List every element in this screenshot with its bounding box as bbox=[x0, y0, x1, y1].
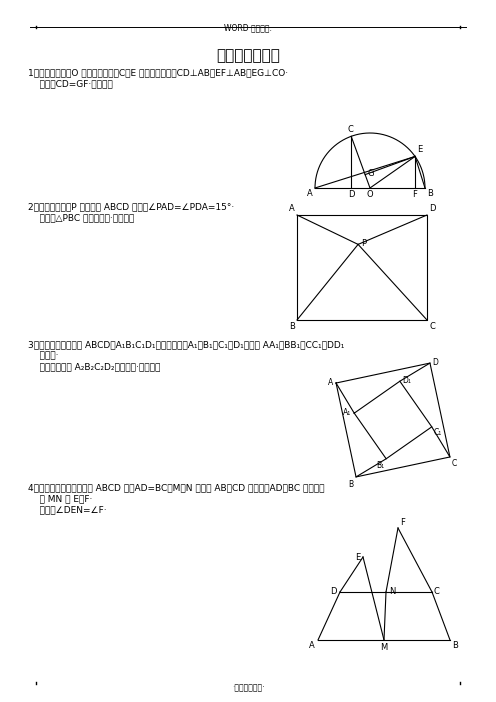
Text: P: P bbox=[361, 239, 366, 248]
Text: 4、已知：如图，在四边形 ABCD 中，AD=BC，M、N 分别是 AB、CD 的中点，AD、BC 的延长线: 4、已知：如图，在四边形 ABCD 中，AD=BC，M、N 分别是 AB、CD … bbox=[28, 483, 324, 492]
Text: O: O bbox=[367, 190, 373, 199]
Text: 求证：四边形 A₂B₂C₂D₂是正方形·（初二）: 求证：四边形 A₂B₂C₂D₂是正方形·（初二） bbox=[28, 362, 160, 371]
Text: 的中点·: 的中点· bbox=[28, 351, 59, 360]
Text: A: A bbox=[309, 641, 315, 650]
Text: A₁: A₁ bbox=[343, 408, 351, 417]
Text: 3、如图，已知四边形 ABCD、A₁B₁C₁D₁都是正方形，A₁、B₁、C₁、D₁分别是 AA₁、BB₁、CC₁、DD₁: 3、如图，已知四边形 ABCD、A₁B₁C₁D₁都是正方形，A₁、B₁、C₁、D… bbox=[28, 340, 344, 349]
Text: B₁: B₁ bbox=[376, 461, 384, 470]
Text: C: C bbox=[452, 459, 457, 468]
Text: A: A bbox=[289, 204, 295, 213]
Text: 求证：△PBC 是正三角形·（初二）: 求证：△PBC 是正三角形·（初二） bbox=[28, 213, 134, 222]
Text: C₁: C₁ bbox=[434, 428, 442, 437]
Text: D₁: D₁ bbox=[402, 376, 411, 385]
Text: G: G bbox=[367, 169, 373, 178]
Text: C: C bbox=[434, 588, 440, 597]
Text: D: D bbox=[330, 588, 337, 597]
Text: A: A bbox=[307, 189, 313, 198]
Text: D: D bbox=[429, 204, 435, 213]
Text: D: D bbox=[348, 190, 355, 199]
Text: 经典难题（一）: 经典难题（一） bbox=[216, 48, 280, 63]
Text: B: B bbox=[289, 322, 295, 331]
Text: 求证：CD=GF·（初二）: 求证：CD=GF·（初二） bbox=[28, 79, 113, 88]
Text: M: M bbox=[380, 643, 388, 652]
Text: 求证：∠DEN=∠F·: 求证：∠DEN=∠F· bbox=[28, 505, 107, 514]
Text: C: C bbox=[429, 322, 435, 331]
Text: F: F bbox=[400, 518, 405, 527]
Text: E: E bbox=[355, 552, 360, 562]
Text: A: A bbox=[328, 378, 333, 387]
Text: 2、已知：如图，P 是正方形 ABCD 内点，∠PAD=∠PDA=15°·: 2、已知：如图，P 是正方形 ABCD 内点，∠PAD=∠PDA=15°· bbox=[28, 202, 234, 211]
Text: N: N bbox=[389, 588, 395, 597]
Text: WORD 格式整理.: WORD 格式整理. bbox=[224, 23, 272, 32]
Text: B: B bbox=[427, 189, 433, 198]
Text: ·专业知识分享·: ·专业知识分享· bbox=[232, 683, 264, 692]
Text: E: E bbox=[417, 145, 422, 154]
Text: 1、已知：如图，O 是半圆的圆心，C、E 是圆上的两点，CD⊥AB，EF⊥AB，EG⊥CO·: 1、已知：如图，O 是半圆的圆心，C、E 是圆上的两点，CD⊥AB，EF⊥AB，… bbox=[28, 68, 288, 77]
Text: B: B bbox=[452, 641, 458, 650]
Text: D: D bbox=[432, 357, 438, 366]
Text: C: C bbox=[347, 126, 353, 134]
Text: B: B bbox=[348, 480, 353, 489]
Text: 交 MN 于 E、F·: 交 MN 于 E、F· bbox=[28, 494, 92, 503]
Text: F: F bbox=[413, 190, 418, 199]
